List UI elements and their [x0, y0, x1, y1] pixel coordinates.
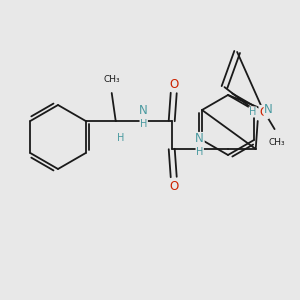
Text: CH₃: CH₃: [103, 75, 120, 84]
Text: O: O: [259, 106, 268, 118]
Text: H: H: [249, 107, 256, 117]
Text: N: N: [264, 103, 273, 116]
Text: H: H: [196, 147, 203, 157]
Text: H: H: [140, 119, 147, 129]
Text: H: H: [117, 133, 124, 143]
Text: N: N: [195, 133, 204, 146]
Text: O: O: [169, 179, 178, 193]
Text: CH₃: CH₃: [268, 138, 285, 147]
Text: N: N: [139, 104, 148, 118]
Text: O: O: [169, 77, 178, 91]
